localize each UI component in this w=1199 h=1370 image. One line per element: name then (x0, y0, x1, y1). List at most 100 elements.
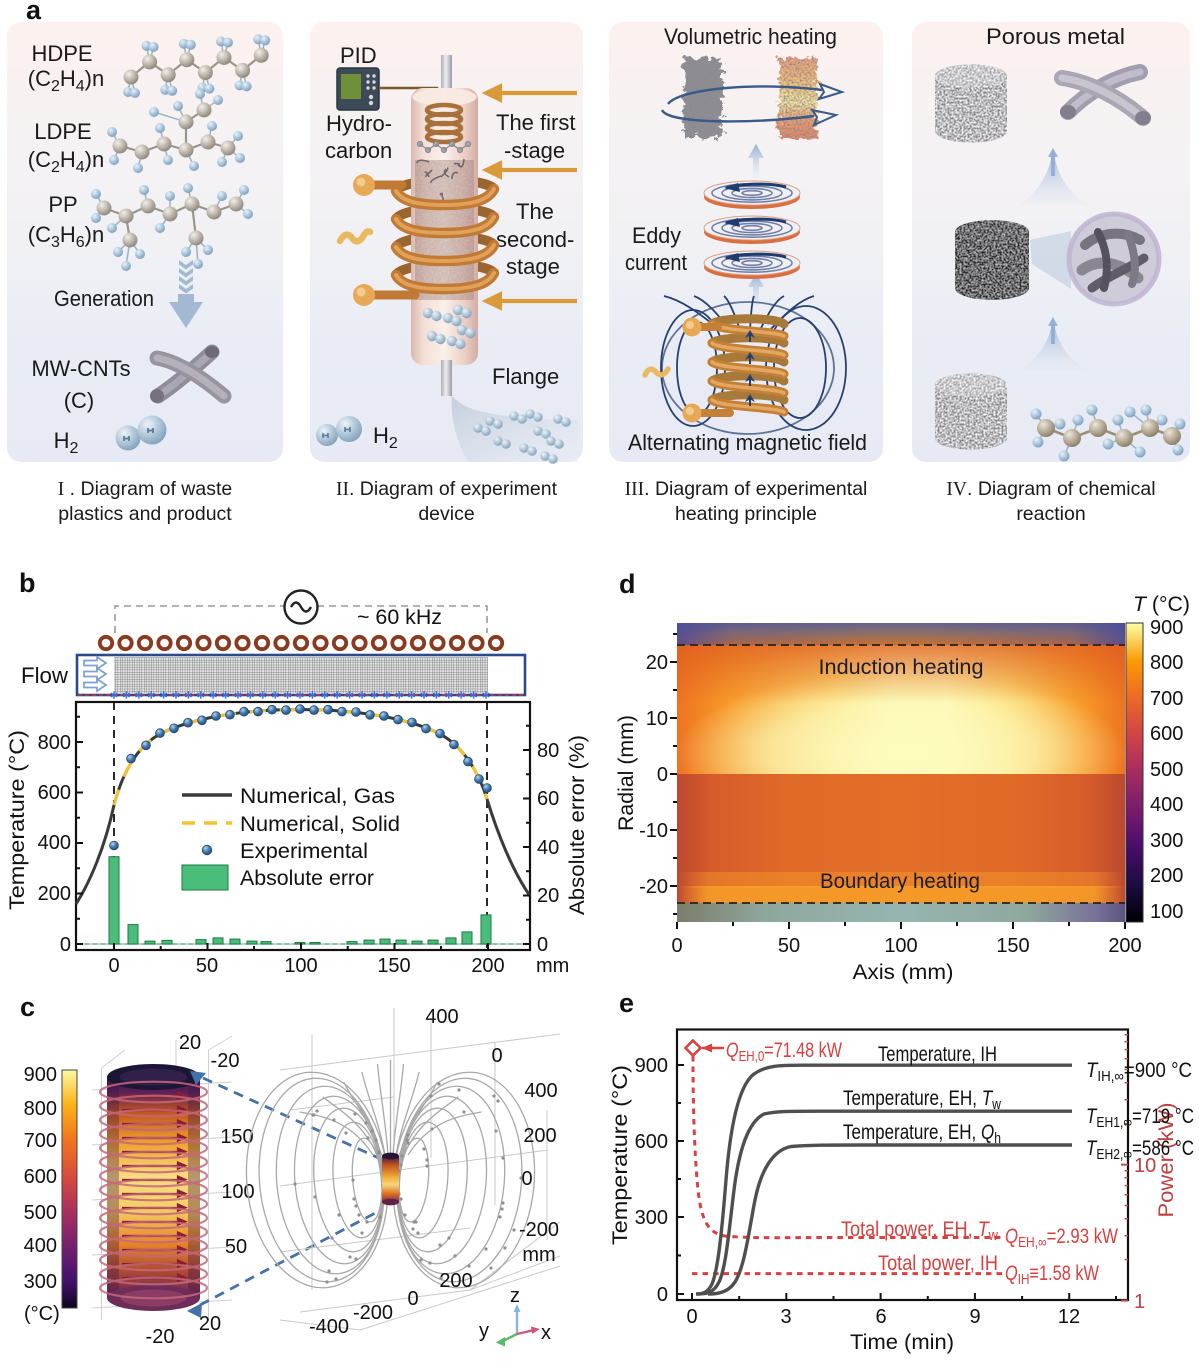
svg-text:(C3H6)n: (C3H6)n (28, 222, 104, 251)
svg-text:900: 900 (635, 1055, 668, 1077)
svg-text:carbon: carbon (325, 138, 392, 163)
svg-text:Temperature, EH, Qh: Temperature, EH, Qh (843, 1121, 1001, 1147)
svg-text:400: 400 (24, 1235, 57, 1257)
svg-text:Temperature (°C): Temperature (°C) (6, 730, 29, 910)
svg-text:400: 400 (1150, 794, 1183, 816)
svg-text:LDPE: LDPE (34, 119, 91, 144)
svg-text:100: 100 (284, 955, 317, 977)
svg-text:H2: H2 (54, 428, 79, 457)
svg-text:y: y (479, 1320, 489, 1342)
svg-text:100: 100 (884, 935, 917, 957)
svg-text:Absolute error (%): Absolute error (%) (566, 735, 589, 915)
svg-text:200: 200 (439, 1270, 472, 1292)
svg-text:10: 10 (1134, 1155, 1156, 1177)
svg-text:9: 9 (969, 1306, 980, 1328)
svg-text:300: 300 (24, 1271, 57, 1293)
svg-text:3: 3 (780, 1306, 791, 1328)
svg-text:300: 300 (635, 1207, 668, 1229)
svg-text:Experimental: Experimental (240, 840, 368, 863)
svg-text:400: 400 (524, 1080, 557, 1102)
svg-text:HDPE: HDPE (31, 41, 92, 66)
svg-text:600: 600 (38, 782, 71, 804)
svg-text:-200: -200 (519, 1219, 559, 1241)
svg-text:Boundary heating: Boundary heating (820, 870, 980, 893)
svg-text:100: 100 (221, 1181, 254, 1203)
svg-text:0: 0 (537, 934, 548, 956)
svg-text:QIH≡1.58 kW: QIH≡1.58 kW (1005, 1262, 1099, 1288)
svg-text:current: current (625, 250, 687, 275)
svg-text:700: 700 (24, 1130, 57, 1152)
svg-text:Temperature, EH, Tw: Temperature, EH, Tw (843, 1087, 1001, 1113)
svg-text:Temperature, IH: Temperature, IH (878, 1043, 997, 1066)
svg-text:20: 20 (179, 1032, 201, 1054)
svg-text:TEH1,∞=719 °C: TEH1,∞=719 °C (1086, 1105, 1194, 1131)
svg-text:600: 600 (635, 1131, 668, 1153)
svg-text:mm: mm (536, 955, 569, 977)
svg-text:QEH,∞=2.93 kW: QEH,∞=2.93 kW (1005, 1225, 1118, 1251)
svg-text:Radial (mm): Radial (mm) (615, 715, 638, 831)
svg-text:500: 500 (1150, 759, 1183, 781)
svg-text:Total power, IH: Total power, IH (878, 1252, 998, 1275)
svg-text:1: 1 (1134, 1291, 1145, 1313)
svg-text:TIH,∞=900 °C: TIH,∞=900 °C (1086, 1059, 1192, 1085)
svg-text:0: 0 (60, 934, 71, 956)
svg-text:H2: H2 (373, 423, 398, 452)
svg-text:20: 20 (646, 652, 668, 674)
svg-text:400: 400 (38, 832, 71, 854)
svg-text:MW-CNTs: MW-CNTs (32, 356, 131, 381)
svg-text:Volumetric heating: Volumetric heating (664, 24, 837, 49)
svg-text:Hydro-: Hydro- (326, 111, 392, 136)
svg-text:The: The (516, 199, 554, 224)
svg-text:0: 0 (686, 1306, 697, 1328)
svg-text:200: 200 (523, 1125, 556, 1147)
svg-text:Total power, EH, Tw: Total power, EH, Tw (841, 1218, 998, 1244)
svg-text:200: 200 (471, 955, 504, 977)
svg-text:400: 400 (425, 1006, 458, 1028)
svg-text:(C2H4)n: (C2H4)n (28, 66, 104, 95)
svg-text:0: 0 (407, 1288, 418, 1310)
svg-text:(C2H4)n: (C2H4)n (28, 147, 104, 176)
svg-text:60: 60 (537, 788, 559, 810)
svg-text:-10: -10 (639, 820, 668, 842)
svg-text:QEH,0=71.48 kW: QEH,0=71.48 kW (726, 1039, 842, 1065)
svg-text:T (°C): T (°C) (1133, 593, 1190, 616)
svg-text:500: 500 (24, 1202, 57, 1224)
svg-text:second-: second- (496, 227, 574, 252)
svg-text:Power (kW): Power (kW) (1155, 1103, 1178, 1218)
svg-text:-400: -400 (309, 1316, 349, 1338)
svg-text:-20: -20 (146, 1326, 175, 1348)
svg-text:150: 150 (220, 1126, 253, 1148)
svg-text:0: 0 (657, 1284, 668, 1306)
svg-text:Numerical, Solid: Numerical, Solid (240, 813, 400, 836)
svg-text:stage: stage (506, 254, 560, 279)
svg-text:800: 800 (38, 732, 71, 754)
svg-text:50: 50 (778, 935, 800, 957)
svg-text:200: 200 (1108, 935, 1141, 957)
svg-text:150: 150 (377, 955, 410, 977)
svg-text:Numerical, Gas: Numerical, Gas (240, 785, 395, 808)
svg-text:200: 200 (38, 883, 71, 905)
svg-text:Flange: Flange (492, 364, 559, 389)
svg-text:Generation: Generation (54, 286, 154, 311)
svg-text:600: 600 (1150, 723, 1183, 745)
svg-text:Temperature (°C): Temperature (°C) (610, 1065, 632, 1245)
svg-text:50: 50 (225, 1236, 247, 1258)
svg-text:80: 80 (537, 740, 559, 762)
svg-text:PID: PID (340, 43, 377, 68)
svg-text:Induction heating: Induction heating (819, 656, 984, 679)
svg-text:6: 6 (875, 1306, 886, 1328)
svg-text:0: 0 (108, 955, 119, 977)
svg-text:PP: PP (48, 192, 77, 217)
svg-text:Eddy: Eddy (632, 223, 681, 248)
svg-text:200: 200 (1150, 865, 1183, 887)
svg-text:0: 0 (491, 1045, 502, 1067)
svg-text:TEH2,∞=586 °C: TEH2,∞=586 °C (1086, 1137, 1194, 1163)
svg-text:800: 800 (24, 1098, 57, 1120)
svg-text:50: 50 (196, 955, 218, 977)
svg-text:-200: -200 (353, 1302, 393, 1324)
svg-text:0: 0 (671, 935, 682, 957)
svg-text:40: 40 (537, 837, 559, 859)
svg-text:(°C): (°C) (24, 1303, 60, 1325)
svg-text:800: 800 (1150, 652, 1183, 674)
svg-text:20: 20 (537, 885, 559, 907)
